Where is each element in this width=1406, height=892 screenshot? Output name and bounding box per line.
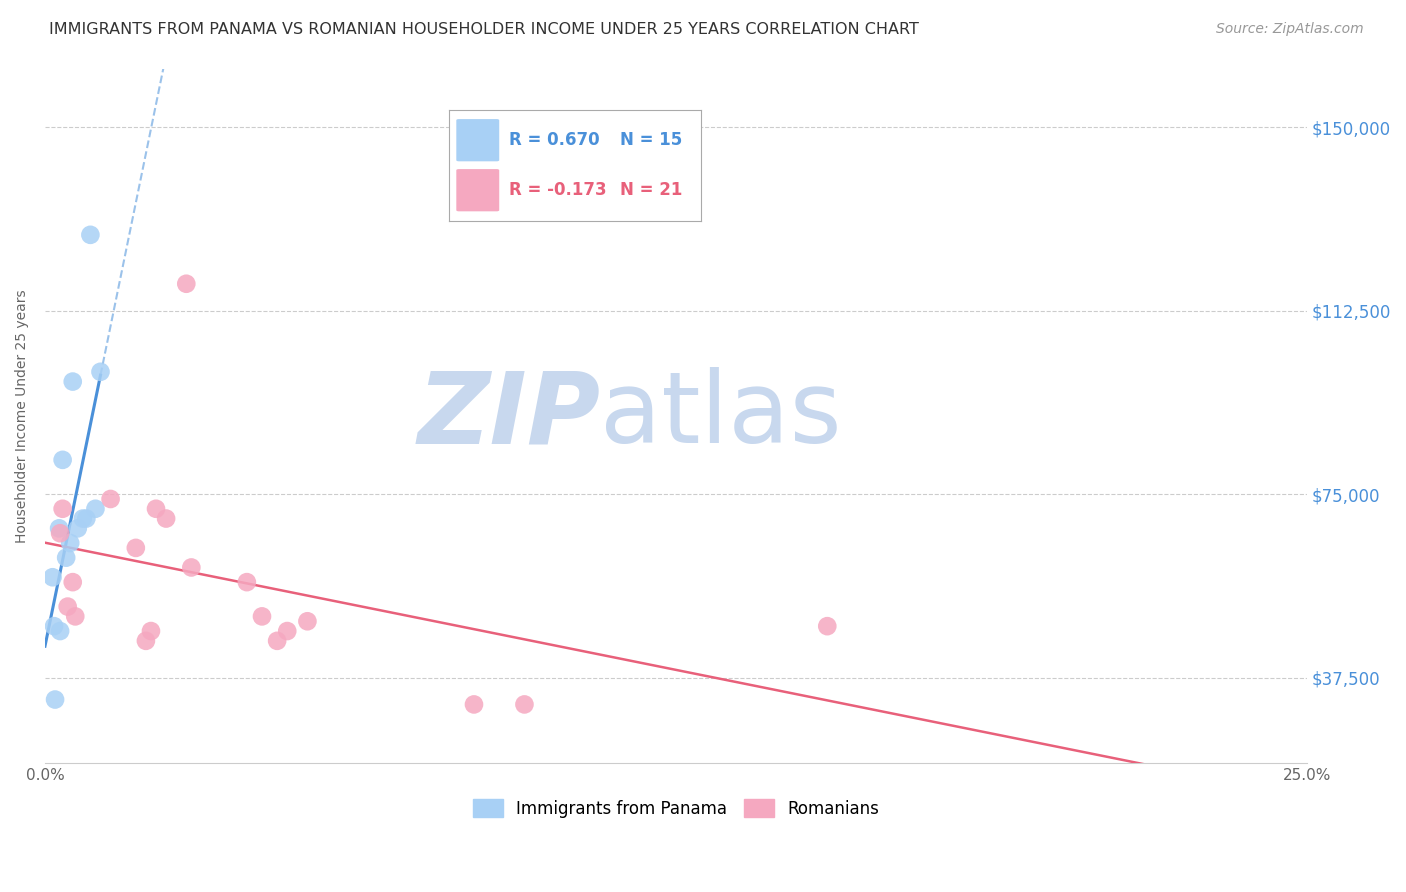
Point <box>48 521 70 535</box>
Text: IMMIGRANTS FROM PANAMA VS ROMANIAN HOUSEHOLDER INCOME UNDER 25 YEARS CORRELATION: IMMIGRANTS FROM PANAMA VS ROMANIAN HOUSE… <box>49 22 920 37</box>
Point <box>59 536 82 550</box>
Point <box>52 501 75 516</box>
Point <box>100 491 122 506</box>
Point <box>297 614 319 628</box>
Point <box>49 526 72 541</box>
Point <box>62 375 84 389</box>
Point <box>266 633 288 648</box>
Point <box>236 575 259 590</box>
Text: ZIP: ZIP <box>418 368 600 465</box>
Point <box>145 501 167 516</box>
Text: Source: ZipAtlas.com: Source: ZipAtlas.com <box>1216 22 1364 37</box>
Point <box>44 692 66 706</box>
Point <box>65 609 87 624</box>
Point <box>139 624 162 638</box>
Legend: Immigrants from Panama, Romanians: Immigrants from Panama, Romanians <box>467 793 886 824</box>
Point <box>66 521 89 535</box>
Point <box>463 698 485 712</box>
Point <box>49 624 72 638</box>
Point <box>42 619 65 633</box>
Point <box>56 599 79 614</box>
Point <box>52 453 75 467</box>
Point <box>513 698 536 712</box>
Point <box>155 511 177 525</box>
Point <box>815 619 838 633</box>
Point <box>41 570 63 584</box>
Point <box>125 541 148 555</box>
Point <box>55 550 77 565</box>
Point <box>84 501 107 516</box>
Point <box>79 227 101 242</box>
Text: atlas: atlas <box>600 368 842 465</box>
Point <box>174 277 197 291</box>
Point <box>180 560 202 574</box>
Point <box>62 575 84 590</box>
Point <box>75 511 97 525</box>
Point <box>135 633 157 648</box>
Point <box>276 624 298 638</box>
Point <box>250 609 273 624</box>
Point <box>89 365 111 379</box>
Point <box>72 511 94 525</box>
Y-axis label: Householder Income Under 25 years: Householder Income Under 25 years <box>15 289 30 542</box>
